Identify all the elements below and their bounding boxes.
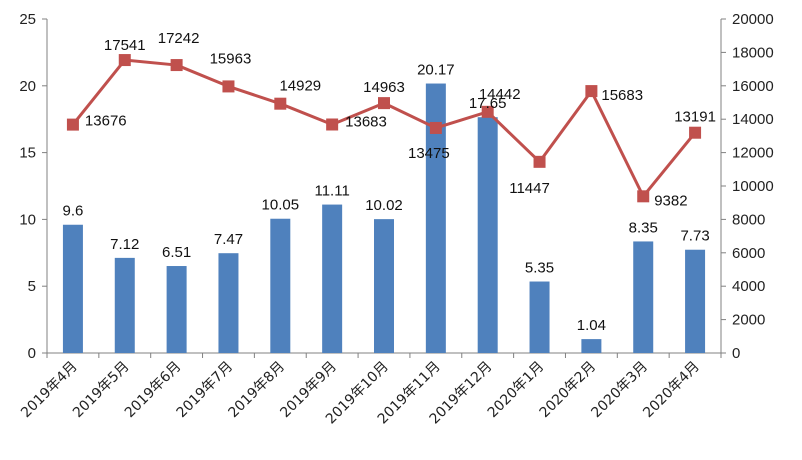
left-axis-tick-label: 10 <box>19 211 36 228</box>
line-marker <box>378 97 390 110</box>
bar-data-label: 10.02 <box>365 197 403 214</box>
line-data-label: 14929 <box>279 78 321 95</box>
bar <box>270 218 291 353</box>
left-axis-tick-label: 5 <box>28 278 36 295</box>
line-data-label: 13191 <box>674 109 716 126</box>
line-marker <box>689 126 702 139</box>
bar <box>685 249 706 353</box>
bar-series <box>62 83 706 353</box>
right-axis-tick-label: 2000 <box>732 312 765 329</box>
bar <box>62 224 83 353</box>
bar-data-label: 7.47 <box>214 231 243 248</box>
line-marker <box>66 118 79 131</box>
bar <box>529 281 550 353</box>
right-axis-tick-label: 4000 <box>732 278 765 295</box>
bar-data-label: 17.65 <box>469 95 507 112</box>
bar <box>218 253 239 353</box>
bar-data-label: 10.05 <box>262 197 300 214</box>
line-data-label: 13475 <box>408 145 450 162</box>
bar-data-label: 11.11 <box>314 183 349 200</box>
right-axis-tick-label: 0 <box>732 345 740 362</box>
line-marker <box>481 105 494 118</box>
right-axis-tick-label: 12000 <box>732 145 774 162</box>
line-data-label: 17242 <box>158 30 200 47</box>
bar-data-label: 5.35 <box>525 260 554 277</box>
line-marker <box>222 80 235 93</box>
left-axis-tick-label: 0 <box>28 345 36 362</box>
left-axis-tick-label: 15 <box>19 145 36 162</box>
bar-data-label: 9.6 <box>62 203 83 220</box>
left-axis-tick-label: 20 <box>19 78 36 95</box>
line-data-label: 15963 <box>210 50 252 67</box>
line-series <box>66 54 702 203</box>
bar-data-label: 20.17 <box>417 62 455 79</box>
line-data-label: 13676 <box>85 113 127 130</box>
line-marker <box>274 97 287 110</box>
right-axis-tick-label: 16000 <box>732 78 774 95</box>
line-marker <box>118 54 131 67</box>
line-marker <box>170 59 183 72</box>
bar <box>114 257 135 353</box>
left-axis-tick-label: 25 <box>19 11 36 28</box>
bar <box>425 83 446 353</box>
line-marker <box>326 118 339 131</box>
right-axis-tick-label: 8000 <box>732 211 765 228</box>
bar <box>633 241 654 353</box>
bar-data-label: 7.12 <box>110 236 139 253</box>
line-data-label: 17541 <box>104 37 146 54</box>
bar-data-label: 6.51 <box>162 244 191 261</box>
line-data-label: 15683 <box>601 87 643 104</box>
line-data-label: 9382 <box>654 192 687 209</box>
bar-data-label: 7.73 <box>680 228 709 245</box>
line-marker <box>429 121 442 134</box>
bar <box>322 204 343 353</box>
right-axis-tick-label: 10000 <box>732 178 774 195</box>
data-labels: 9.6 7.12 6.51 7.47 10.05 11.11 10.02 20.17 17.65… <box>62 30 715 334</box>
bar <box>581 339 602 353</box>
right-axis-tick-label: 14000 <box>732 111 774 128</box>
line-data-label: 14963 <box>363 79 405 96</box>
bar-data-label: 8.35 <box>629 219 658 236</box>
bar <box>477 117 498 353</box>
line-data-label: 14442 <box>479 86 521 103</box>
line-data-label: 11447 <box>509 180 550 197</box>
bar <box>166 266 187 353</box>
right-axis-tick-label: 18000 <box>732 44 774 61</box>
right-axis-tick-label: 20000 <box>732 11 774 28</box>
line-marker <box>533 155 546 168</box>
line-marker <box>585 85 598 98</box>
bar <box>374 219 394 353</box>
line-marker <box>637 190 650 203</box>
line-data-label: 13683 <box>345 113 387 130</box>
right-axis-tick-label: 6000 <box>732 245 765 262</box>
bar-data-label: 1.04 <box>577 317 606 334</box>
